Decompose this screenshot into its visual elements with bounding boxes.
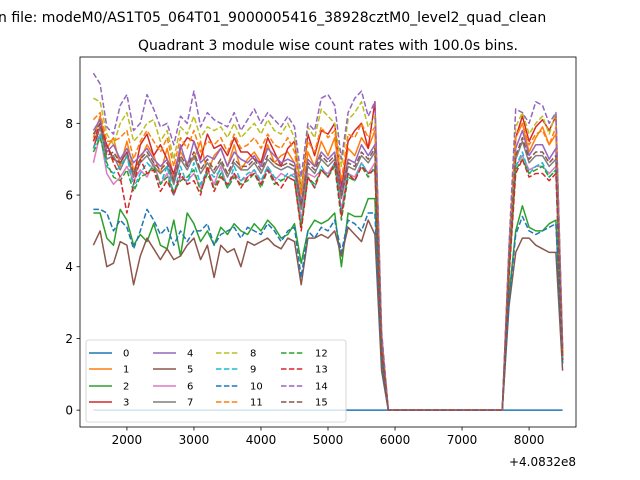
legend-label-8: 8 xyxy=(250,349,256,360)
y-tick-label: 0 xyxy=(65,404,73,418)
legend-label-10: 10 xyxy=(250,382,263,393)
legend-label-14: 14 xyxy=(315,382,328,393)
figure-suptitle: n file: modeM0/AS1T05_064T01_9000005416_… xyxy=(0,10,546,26)
x-tick-label: 2000 xyxy=(112,433,143,447)
legend-label-1: 1 xyxy=(123,365,129,376)
x-offset-label: +4.0832e8 xyxy=(509,455,576,469)
y-axis: 0 2 4 6 8 xyxy=(65,117,80,418)
x-tick-label: 5000 xyxy=(313,433,344,447)
legend-label-12: 12 xyxy=(315,349,328,360)
x-tick-label: 8000 xyxy=(514,433,545,447)
chart-title: Quadrant 3 module wise count rates with … xyxy=(138,38,518,54)
legend-label-9: 9 xyxy=(250,365,256,376)
x-tick-label: 6000 xyxy=(380,433,411,447)
legend-label-4: 4 xyxy=(187,349,193,360)
x-axis: 2000 3000 4000 5000 6000 7000 8000 xyxy=(112,427,545,447)
legend-label-7: 7 xyxy=(187,398,193,409)
x-tick-label: 7000 xyxy=(447,433,478,447)
series-layer xyxy=(92,72,564,411)
legend-label-6: 6 xyxy=(187,382,193,393)
legend-label-3: 3 xyxy=(123,398,129,409)
series-line-15 xyxy=(92,122,564,411)
y-tick-label: 8 xyxy=(65,117,73,131)
legend-label-2: 2 xyxy=(123,382,129,393)
legend-label-5: 5 xyxy=(187,365,193,376)
legend-label-0: 0 xyxy=(123,349,129,360)
legend-label-11: 11 xyxy=(250,398,263,409)
y-tick-label: 4 xyxy=(65,260,73,274)
series-line-13 xyxy=(92,122,564,411)
series-line-11 xyxy=(92,111,564,411)
x-tick-label: 3000 xyxy=(179,433,210,447)
x-tick-label: 4000 xyxy=(246,433,277,447)
y-tick-label: 2 xyxy=(65,332,73,346)
y-tick-label: 6 xyxy=(65,189,73,203)
legend-label-15: 15 xyxy=(315,398,328,409)
legend-label-13: 13 xyxy=(315,365,328,376)
series-line-14 xyxy=(92,72,564,411)
